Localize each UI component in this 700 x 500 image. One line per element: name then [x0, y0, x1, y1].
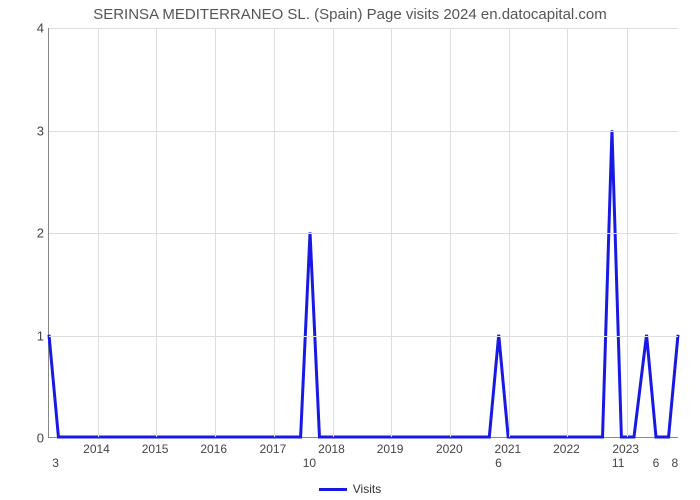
- xtick-label: 2019: [377, 442, 404, 456]
- chart-title: SERINSA MEDITERRANEO SL. (Spain) Page vi…: [0, 6, 700, 23]
- xtick-label: 2021: [495, 442, 522, 456]
- plot-area: [48, 28, 678, 438]
- ytick-label: 2: [24, 226, 44, 241]
- xtick-label: 2018: [318, 442, 345, 456]
- secondary-x-label: 8: [672, 456, 679, 470]
- grid-v: [98, 28, 99, 437]
- legend: Visits: [0, 482, 700, 496]
- xtick-label: 2014: [83, 442, 110, 456]
- grid-v: [333, 28, 334, 437]
- grid-v: [627, 28, 628, 437]
- grid-h: [49, 233, 678, 234]
- secondary-x-label: 11: [612, 456, 624, 470]
- secondary-x-label: 6: [495, 456, 502, 470]
- ytick-label: 0: [24, 431, 44, 446]
- secondary-x-label: 10: [303, 456, 316, 470]
- grid-h: [49, 28, 678, 29]
- grid-h: [49, 336, 678, 337]
- xtick-label: 2016: [200, 442, 227, 456]
- grid-v: [450, 28, 451, 437]
- grid-v: [215, 28, 216, 437]
- ytick-label: 4: [24, 21, 44, 36]
- series-line: [49, 130, 678, 437]
- grid-v: [156, 28, 157, 437]
- secondary-x-label: 3: [52, 456, 59, 470]
- xtick-label: 2017: [260, 442, 287, 456]
- legend-label: Visits: [353, 482, 381, 496]
- xtick-label: 2020: [436, 442, 463, 456]
- xtick-label: 2023: [612, 442, 639, 456]
- legend-swatch: [319, 488, 347, 491]
- grid-h: [49, 131, 678, 132]
- secondary-x-label: 6: [653, 456, 660, 470]
- grid-v: [567, 28, 568, 437]
- xtick-label: 2015: [142, 442, 169, 456]
- ytick-label: 1: [24, 328, 44, 343]
- ytick-label: 3: [24, 123, 44, 138]
- grid-v: [509, 28, 510, 437]
- xtick-label: 2022: [553, 442, 580, 456]
- grid-v: [391, 28, 392, 437]
- grid-v: [274, 28, 275, 437]
